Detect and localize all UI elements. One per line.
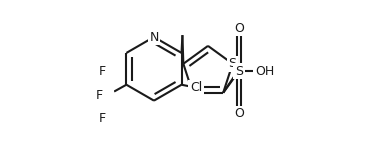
Text: F: F bbox=[99, 112, 106, 125]
Text: O: O bbox=[234, 22, 244, 35]
Text: S: S bbox=[235, 65, 243, 78]
Text: F: F bbox=[96, 89, 103, 102]
Text: N: N bbox=[149, 30, 159, 44]
Text: S: S bbox=[229, 57, 237, 70]
Text: F: F bbox=[99, 65, 106, 78]
Text: Cl: Cl bbox=[190, 81, 202, 94]
Text: O: O bbox=[234, 107, 244, 120]
Text: OH: OH bbox=[255, 65, 274, 78]
